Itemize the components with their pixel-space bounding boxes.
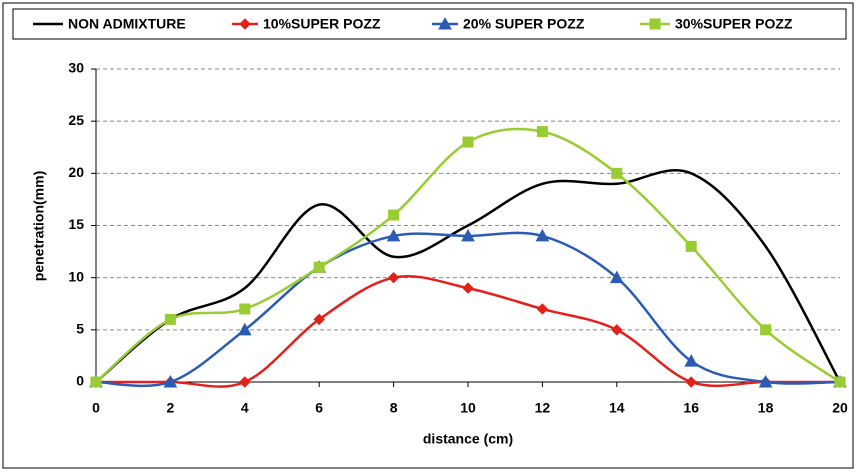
marker: [685, 376, 697, 388]
marker: [387, 271, 400, 284]
x-tick-label: 2: [167, 400, 175, 416]
y-tick-label: 15: [68, 216, 84, 232]
marker: [237, 322, 252, 336]
x-tick-label: 0: [92, 400, 100, 416]
marker: [685, 240, 697, 252]
marker: [239, 376, 251, 388]
marker: [536, 303, 549, 315]
marker: [90, 376, 102, 388]
marker: [609, 270, 624, 284]
y-tick-label: 10: [68, 268, 84, 284]
marker: [535, 228, 550, 242]
x-tick-label: 20: [832, 400, 848, 416]
marker: [611, 167, 623, 179]
marker: [386, 228, 401, 242]
marker: [313, 313, 325, 326]
legend-label: NON ADMIXTURE: [68, 16, 186, 32]
y-tick-label: 25: [68, 112, 84, 128]
legend-label: 10%SUPER POZZ: [263, 16, 381, 32]
marker: [438, 16, 452, 30]
legend-label: 30%SUPER POZZ: [675, 16, 793, 32]
legend-label: 20% SUPER POZZ: [463, 16, 585, 32]
marker: [462, 282, 474, 294]
legend-box: [12, 8, 847, 40]
marker: [388, 209, 400, 221]
marker: [611, 324, 623, 336]
marker: [163, 374, 178, 388]
marker: [164, 313, 176, 325]
marker: [834, 376, 846, 388]
y-tick-label: 30: [68, 60, 84, 76]
marker: [760, 324, 772, 336]
x-tick-label: 18: [758, 400, 774, 416]
marker: [462, 136, 474, 148]
marker: [536, 126, 548, 138]
marker: [684, 354, 699, 367]
marker: [313, 261, 325, 273]
marker: [239, 18, 251, 30]
x-tick-label: 10: [460, 400, 476, 416]
y-axis-label: penetration(mm): [31, 171, 47, 281]
y-tick-label: 20: [68, 164, 84, 180]
x-axis-label: distance (cm): [423, 431, 513, 447]
x-tick-label: 16: [683, 400, 699, 416]
series-line: [95, 168, 842, 383]
marker: [758, 374, 773, 388]
marker: [461, 228, 475, 242]
x-tick-label: 6: [315, 400, 323, 416]
y-tick-label: 0: [76, 373, 84, 389]
x-tick-label: 4: [241, 400, 249, 416]
x-tick-label: 12: [535, 400, 551, 416]
x-tick-label: 14: [609, 400, 625, 416]
marker: [239, 303, 251, 315]
marker: [649, 18, 661, 30]
y-tick-label: 5: [76, 321, 84, 337]
x-tick-label: 8: [390, 400, 398, 416]
